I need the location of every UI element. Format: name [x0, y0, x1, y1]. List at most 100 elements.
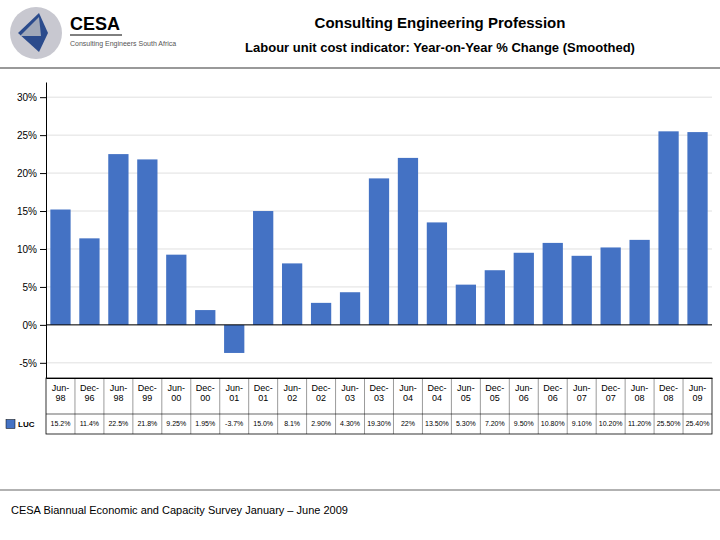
table-column-line — [335, 378, 336, 434]
y-tick-mark — [40, 249, 46, 250]
x-tick-label: Jun-98 — [52, 383, 70, 403]
bar — [543, 243, 563, 325]
x-tick: Jun-08 — [631, 383, 649, 403]
y-tick: 5% — [23, 282, 46, 293]
y-tick-label: 0% — [23, 320, 38, 331]
x-tick: Jun-00 — [168, 383, 186, 403]
logo-triangle — [20, 17, 41, 36]
value-labels: 15.2%11.4%22.5%21.8%9.25%1.95%-3.7%15.0%… — [51, 420, 710, 427]
table-column-line — [277, 378, 278, 434]
bar — [572, 256, 592, 325]
title: Consulting Engineering Profession — [315, 14, 566, 31]
table-column-line — [567, 378, 568, 434]
x-tick-label-part: Dec- — [369, 383, 388, 393]
table-column-line — [248, 378, 249, 434]
y-tick: 30% — [17, 92, 46, 103]
x-tick-label-part: 05 — [490, 393, 500, 403]
table-column-line — [654, 378, 655, 434]
legend: LUC — [6, 420, 35, 429]
bar — [311, 303, 331, 325]
x-tick: Dec-07 — [601, 383, 620, 403]
x-tick-label: Dec-00 — [196, 383, 215, 403]
legend-label: LUC — [18, 420, 35, 429]
bar — [369, 178, 389, 324]
y-tick: 10% — [17, 244, 46, 255]
x-tick-label-part: 07 — [606, 393, 616, 403]
x-tick-label: Jun-09 — [689, 383, 707, 403]
y-tick-label: 30% — [17, 92, 37, 103]
grid — [46, 97, 712, 363]
footer-separator — [0, 489, 720, 491]
table-column-line — [190, 378, 191, 434]
x-tick-label-part: Jun- — [283, 383, 301, 393]
header: CESAConsulting Engineers South AfricaCon… — [0, 7, 720, 68]
x-tick: Jun-98 — [110, 383, 128, 403]
x-tick-label-part: 00 — [171, 393, 181, 403]
value-label: 21.8% — [137, 420, 157, 427]
x-tick: Jun-04 — [399, 383, 417, 403]
y-tick-mark — [40, 363, 46, 364]
y-tick-mark — [40, 135, 46, 136]
x-tick-label-part: Dec- — [543, 383, 562, 393]
bar — [253, 211, 273, 325]
x-tick: Dec-03 — [369, 383, 388, 403]
bar — [340, 292, 360, 325]
x-tick-label-part: Jun- — [225, 383, 243, 393]
x-tick: Dec-99 — [138, 383, 157, 403]
value-label: 9.50% — [514, 420, 534, 427]
x-tick-label-part: Dec- — [254, 383, 273, 393]
y-tick-label: 5% — [23, 282, 38, 293]
bar — [658, 131, 678, 325]
x-tick: Dec-96 — [80, 383, 99, 403]
table-column-line — [219, 378, 220, 434]
grid-line — [46, 362, 712, 363]
subtitle: Labour unit cost indicator: Year-on-Year… — [245, 40, 635, 55]
bar — [485, 270, 505, 325]
x-tick-label: Dec-04 — [427, 383, 446, 403]
x-tick-label-part: Jun- — [168, 383, 186, 393]
value-label: 7.20% — [485, 420, 505, 427]
y-tick-label: -5% — [19, 358, 37, 369]
x-tick-label: Jun-07 — [573, 383, 591, 403]
logo-kite — [18, 13, 48, 52]
x-tick-label-part: Jun- — [52, 383, 70, 393]
x-tick-label-part: 04 — [403, 393, 413, 403]
value-label: 15.0% — [253, 420, 273, 427]
x-tick: Dec-04 — [427, 383, 446, 403]
x-tick-label-part: Dec- — [312, 383, 331, 393]
x-tick: Dec-02 — [312, 383, 331, 403]
bar — [456, 285, 476, 325]
value-label: 10.80% — [541, 420, 565, 427]
bar — [166, 255, 186, 325]
table-column-line — [509, 378, 510, 434]
y-tick-mark — [40, 325, 46, 326]
x-tick-label-part: Dec- — [138, 383, 157, 393]
x-tick-label-part: 99 — [142, 393, 152, 403]
value-label: 10.20% — [599, 420, 623, 427]
x-tick: Dec-01 — [254, 383, 273, 403]
bar — [108, 154, 128, 325]
value-label: 9.10% — [572, 420, 592, 427]
x-tick: Dec-08 — [659, 383, 678, 403]
value-label: 5.30% — [456, 420, 476, 427]
value-label: 11.4% — [80, 420, 99, 427]
y-tick-mark — [40, 211, 46, 212]
value-label: 11.20% — [628, 420, 651, 427]
table-column-line — [306, 378, 307, 434]
x-tick: Jun-01 — [225, 383, 243, 403]
x-tick-label: Jun-03 — [341, 383, 359, 403]
table-column-line — [161, 378, 162, 434]
x-tick-label: Dec-96 — [80, 383, 99, 403]
x-tick-label-part: Jun- — [515, 383, 533, 393]
logo-text: CESA — [70, 14, 120, 34]
x-tick-label-part: 96 — [84, 393, 94, 403]
bar — [195, 310, 215, 325]
y-tick-mark — [40, 287, 46, 288]
x-tick-label: Jun-01 — [225, 383, 243, 403]
logo — [10, 7, 62, 59]
x-tick-label: Jun-00 — [168, 383, 186, 403]
x-tick-label-part: 01 — [229, 393, 239, 403]
x-tick-label-part: 98 — [55, 393, 65, 403]
x-tick: Jun-02 — [283, 383, 301, 403]
y-tick: 25% — [17, 130, 46, 141]
